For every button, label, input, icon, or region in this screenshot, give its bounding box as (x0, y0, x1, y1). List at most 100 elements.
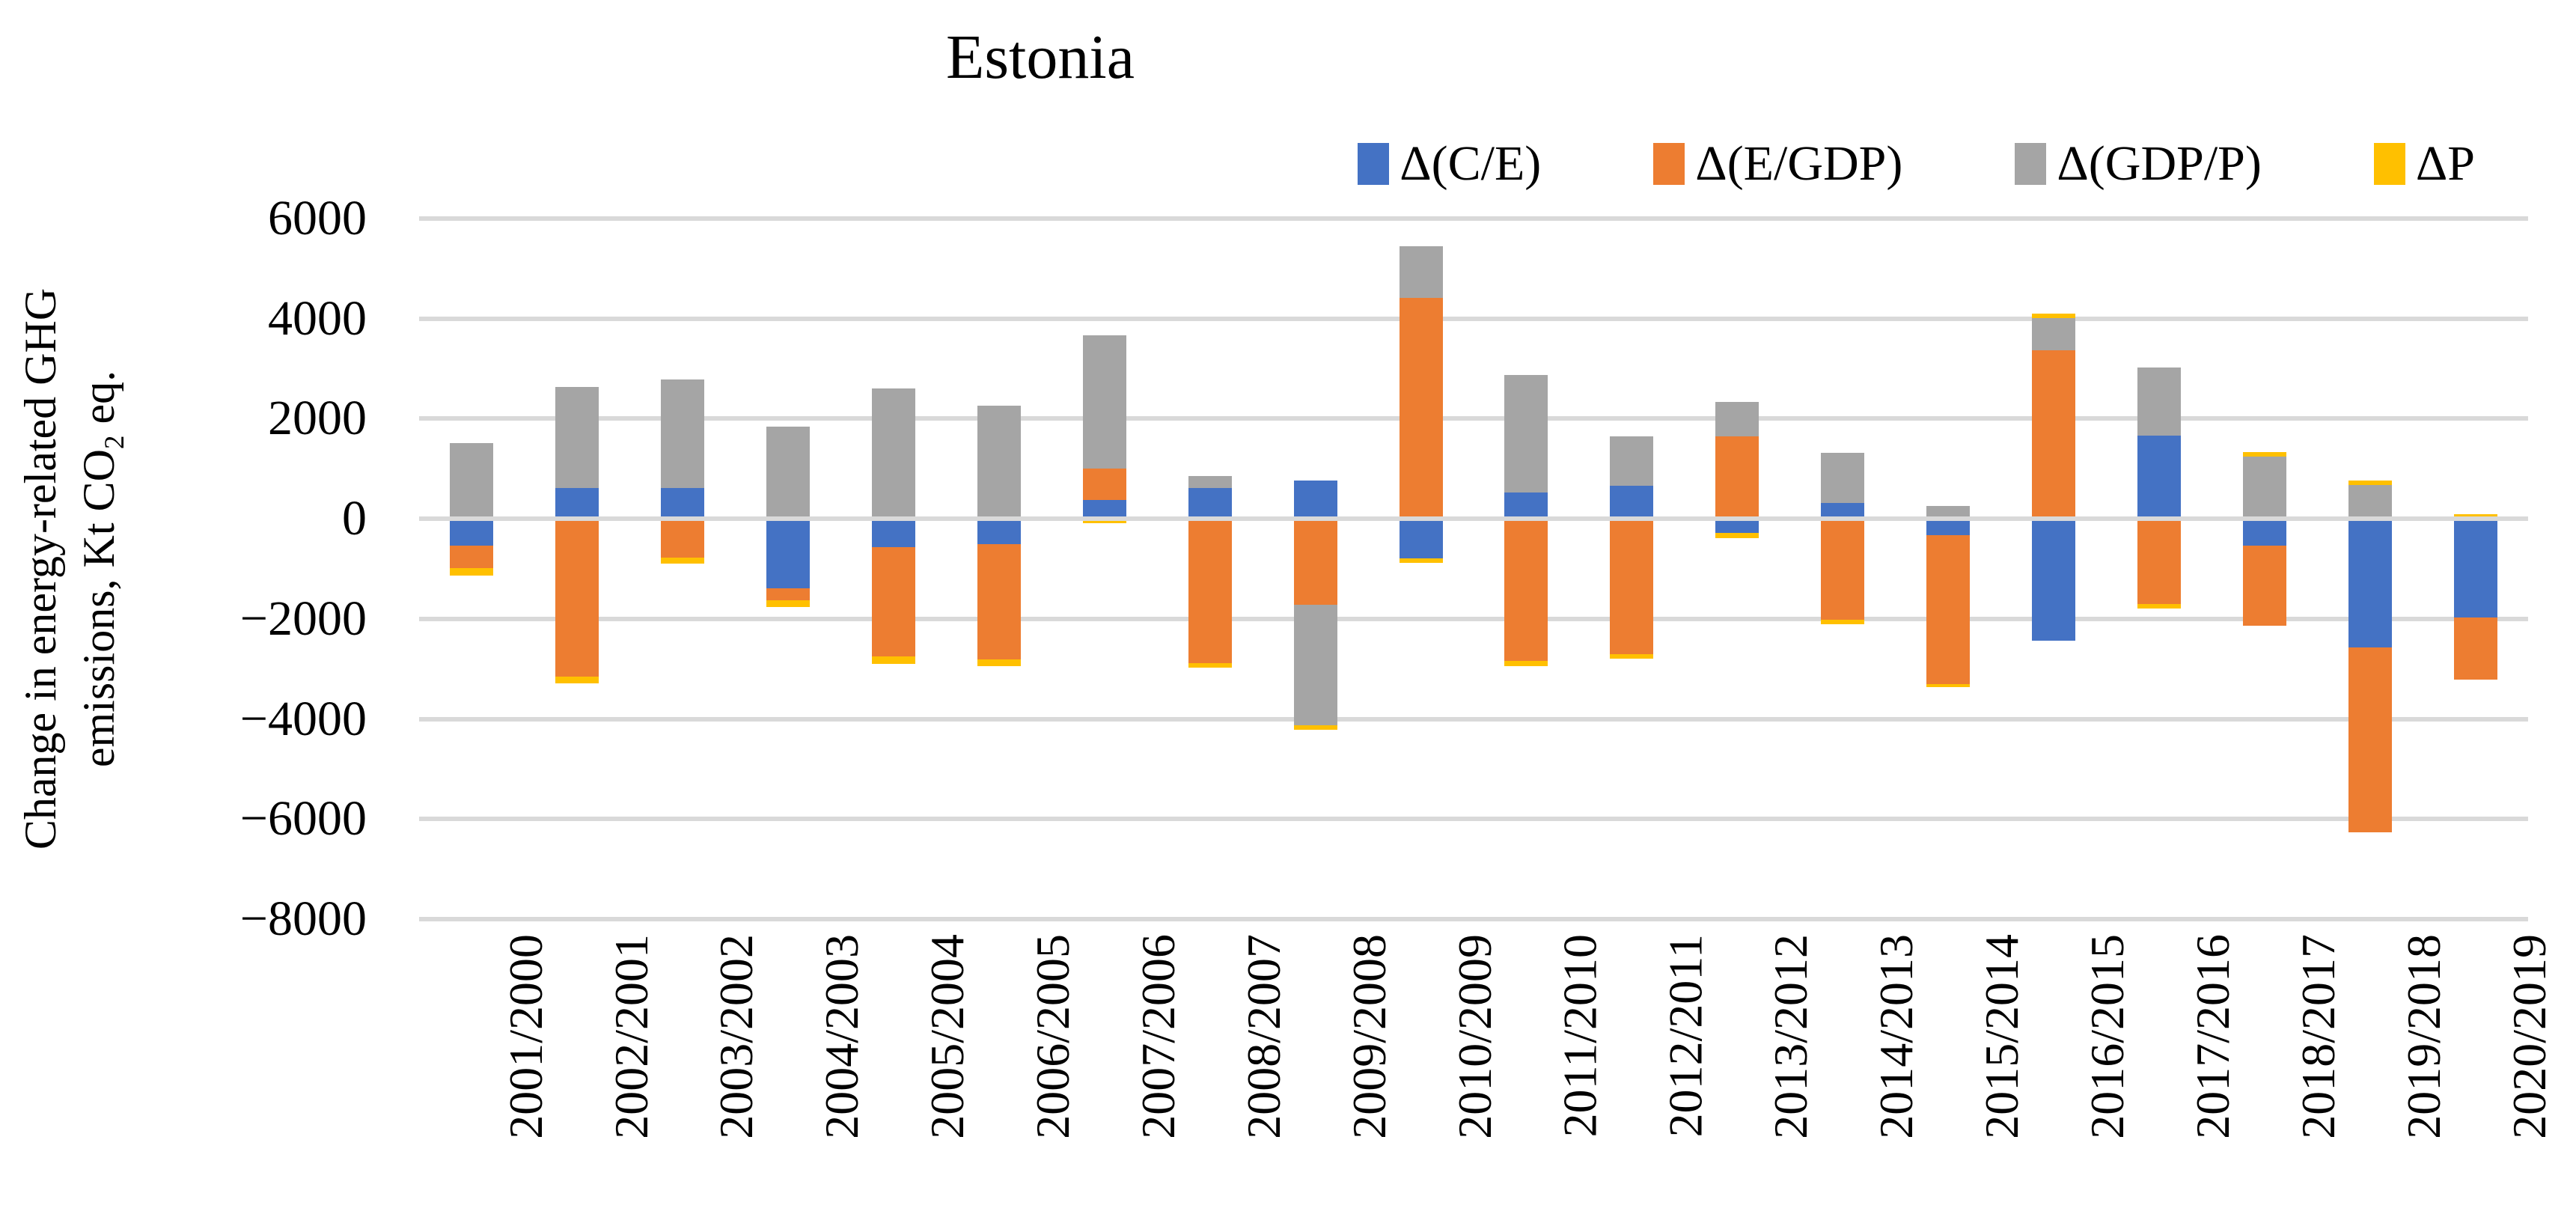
bar-segment (1715, 401, 1759, 436)
y-tick-label: 6000 (268, 191, 367, 246)
y-axis-title-line2-suffix: eq. (74, 370, 123, 436)
bar-segment (1504, 375, 1548, 493)
bar-segment (450, 568, 494, 576)
legend-swatch-icon (1358, 143, 1390, 185)
bar-segment (1188, 662, 1232, 668)
x-tick-label: 2012/2011 (1658, 934, 1712, 1138)
y-tick-label: 0 (342, 491, 367, 546)
bar-segment (555, 519, 599, 677)
x-tick-label: 2003/2002 (709, 934, 763, 1139)
y-axis-title-line1: Change in energy-related GHG (16, 287, 65, 850)
y-tick-label: 2000 (268, 391, 367, 446)
legend: Δ(C/E) Δ(E/GDP) Δ(GDP/P) ΔP (1358, 139, 2475, 189)
bar-segment (450, 519, 494, 546)
bar-segment (766, 600, 811, 608)
y-axis-title: Change in energy-related GHG emissions, … (11, 217, 131, 921)
bar-segment (1293, 605, 1337, 726)
y-tick-label: −4000 (239, 691, 367, 746)
bar-segment (2137, 604, 2181, 609)
legend-item: Δ(C/E) (1358, 139, 1541, 189)
gridline (419, 416, 2528, 421)
bar-segment (2453, 514, 2497, 518)
bar-segment (1610, 436, 1654, 487)
x-tick-label: 2013/2012 (1764, 934, 1818, 1139)
x-tick-label: 2017/2016 (2185, 934, 2239, 1139)
bar-segment (2031, 318, 2075, 350)
bar-segment (1926, 519, 1971, 536)
bar-segment (2242, 546, 2286, 626)
bar-segment (1504, 492, 1548, 519)
bar-segment (2348, 484, 2392, 519)
gridline (419, 316, 2528, 321)
x-tick-label: 2015/2014 (1975, 934, 2029, 1139)
x-tick-label: 2016/2015 (2080, 934, 2134, 1139)
x-tick-label: 2002/2001 (604, 934, 658, 1139)
bar-segment (450, 443, 494, 519)
bar-segment (661, 379, 705, 489)
bar-segment (1715, 519, 1759, 533)
bar-segment (1082, 500, 1126, 519)
y-axis-title-line2-text: emissions, Kt CO (74, 449, 123, 768)
bar-segment (1293, 481, 1337, 519)
bar-segment (977, 659, 1021, 666)
legend-swatch-icon (2015, 143, 2047, 185)
bar-segment (1399, 558, 1443, 563)
bar-segment (1399, 297, 1443, 519)
bar-segment (2137, 368, 2181, 436)
bar-segment (661, 557, 705, 564)
y-tick-label: 4000 (268, 290, 367, 346)
bar-segment (1926, 535, 1971, 684)
x-tick-label: 2010/2009 (1447, 934, 1501, 1139)
bar-segment (1293, 519, 1337, 606)
legend-swatch-icon (1653, 143, 1685, 185)
bar-segment (766, 427, 811, 519)
bar-segment (872, 546, 916, 656)
legend-label: Δ(C/E) (1400, 136, 1542, 191)
bar-segment (1188, 475, 1232, 488)
bar-segment (450, 545, 494, 569)
bar-segment (1504, 661, 1548, 667)
bar-segment (1293, 725, 1337, 730)
bar-segment (661, 519, 705, 558)
bar-segment (2031, 350, 2075, 519)
legend-label: Δ(E/GDP) (1695, 136, 1903, 191)
bar-segment (1821, 619, 1865, 624)
x-tick-label: 2009/2008 (1342, 934, 1396, 1139)
legend-label: ΔP (2415, 136, 2475, 191)
bar-segment (1715, 436, 1759, 519)
gridline (419, 917, 2528, 921)
x-tick-label: 2020/2019 (2502, 934, 2556, 1139)
bar-segment (2453, 519, 2497, 617)
bar-segment (872, 656, 916, 665)
y-tick-label: −6000 (239, 791, 367, 847)
bar-segment (1399, 519, 1443, 558)
legend-item: Δ(GDP/P) (2015, 139, 2262, 189)
bar-segment (2242, 451, 2286, 457)
x-tick-label: 2005/2004 (921, 934, 974, 1139)
bar-segment (872, 388, 916, 519)
bar-segment (872, 519, 916, 547)
bar-segment (1082, 519, 1126, 524)
x-tick-label: 2008/2007 (1236, 934, 1290, 1139)
bar-segment (766, 519, 811, 589)
gridline (419, 817, 2528, 822)
chart-title: Estonia (946, 22, 1135, 92)
x-tick-label: 2011/2010 (1553, 934, 1607, 1138)
legend-item: ΔP (2373, 136, 2475, 191)
bar-segment (977, 406, 1021, 519)
bar-segment (2137, 436, 2181, 519)
x-tick-label: 2006/2005 (1025, 934, 1079, 1139)
gridline (419, 716, 2528, 722)
bar-segment (2348, 647, 2392, 833)
bar-segment (2242, 456, 2286, 519)
y-axis-title-line2: emissions, Kt CO2 eq. (70, 217, 144, 921)
gridline (419, 216, 2528, 221)
bar-segment (2242, 519, 2286, 546)
bar-segment (555, 387, 599, 488)
y-tick-label: −8000 (239, 891, 367, 946)
bar-segment (1188, 519, 1232, 663)
bar-segment (555, 676, 599, 684)
x-tick-label: 2007/2006 (1131, 934, 1185, 1139)
bar-segment (1610, 486, 1654, 519)
